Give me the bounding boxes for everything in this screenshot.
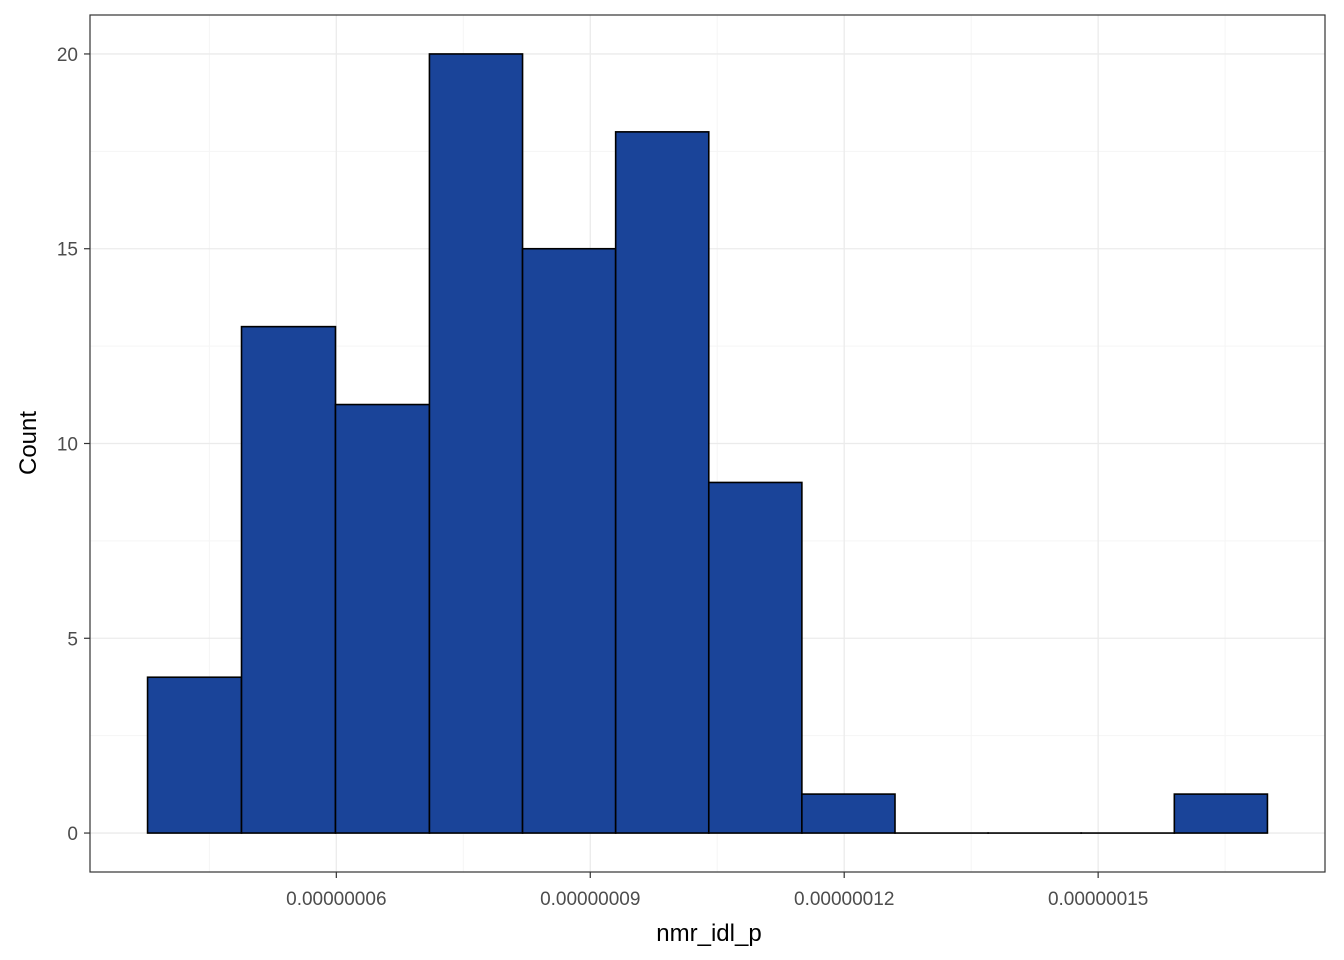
histogram-bar-8 bbox=[801, 793, 896, 834]
x-axis-title: nmr_idl_p bbox=[656, 920, 761, 947]
y-tick-label: 15 bbox=[57, 240, 78, 261]
y-axis-title: Count bbox=[15, 411, 42, 475]
histogram-bar-4 bbox=[428, 53, 524, 834]
y-tick-label: 0 bbox=[67, 824, 78, 845]
histogram-bar-5 bbox=[521, 247, 617, 834]
y-axis-ticks: 0 5 10 15 20 bbox=[57, 45, 90, 845]
x-tick-label: 0.00000006 bbox=[286, 889, 386, 910]
histogram-bar-6 bbox=[614, 131, 710, 834]
histogram-bar-12 bbox=[1173, 793, 1269, 834]
histogram-bars bbox=[146, 53, 1269, 834]
x-tick-label: 0.00000012 bbox=[794, 889, 894, 910]
y-tick-label: 20 bbox=[57, 45, 78, 66]
y-tick-label: 5 bbox=[67, 629, 78, 650]
histogram-bar-1 bbox=[146, 676, 243, 834]
histogram-bar-7 bbox=[707, 481, 803, 834]
x-axis-ticks: 0.00000006 0.00000009 0.00000012 0.00000015 bbox=[286, 872, 1148, 910]
histogram-bar-3 bbox=[334, 403, 431, 834]
y-tick-label: 10 bbox=[57, 435, 78, 456]
x-tick-label: 0.00000015 bbox=[1048, 889, 1148, 910]
x-tick-label: 0.00000009 bbox=[540, 889, 640, 910]
histogram-bar-2 bbox=[240, 325, 337, 834]
